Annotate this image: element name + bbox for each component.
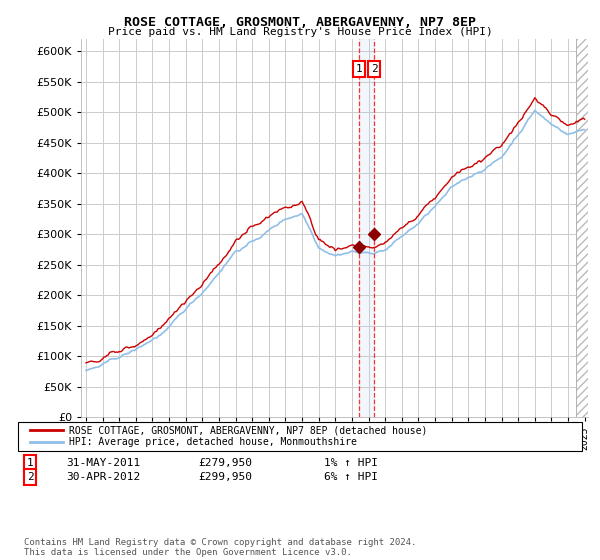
Text: £279,950: £279,950 xyxy=(198,458,252,468)
Text: £299,950: £299,950 xyxy=(198,472,252,482)
Text: Price paid vs. HM Land Registry's House Price Index (HPI): Price paid vs. HM Land Registry's House … xyxy=(107,27,493,37)
Text: 1: 1 xyxy=(356,64,362,74)
Bar xyxy=(359,39,374,417)
Text: 31-MAY-2011: 31-MAY-2011 xyxy=(66,458,140,468)
Text: ROSE COTTAGE, GROSMONT, ABERGAVENNY, NP7 8EP: ROSE COTTAGE, GROSMONT, ABERGAVENNY, NP7… xyxy=(124,16,476,29)
Text: 6% ↑ HPI: 6% ↑ HPI xyxy=(324,472,378,482)
Text: 30-APR-2012: 30-APR-2012 xyxy=(66,472,140,482)
Text: HPI: Average price, detached house, Monmouthshire: HPI: Average price, detached house, Monm… xyxy=(69,437,357,447)
Text: 1: 1 xyxy=(26,458,34,468)
Text: 2: 2 xyxy=(371,64,377,74)
Text: Contains HM Land Registry data © Crown copyright and database right 2024.
This d: Contains HM Land Registry data © Crown c… xyxy=(24,538,416,557)
Text: 2: 2 xyxy=(26,472,34,482)
Text: 1% ↑ HPI: 1% ↑ HPI xyxy=(324,458,378,468)
Text: ROSE COTTAGE, GROSMONT, ABERGAVENNY, NP7 8EP (detached house): ROSE COTTAGE, GROSMONT, ABERGAVENNY, NP7… xyxy=(69,425,427,435)
